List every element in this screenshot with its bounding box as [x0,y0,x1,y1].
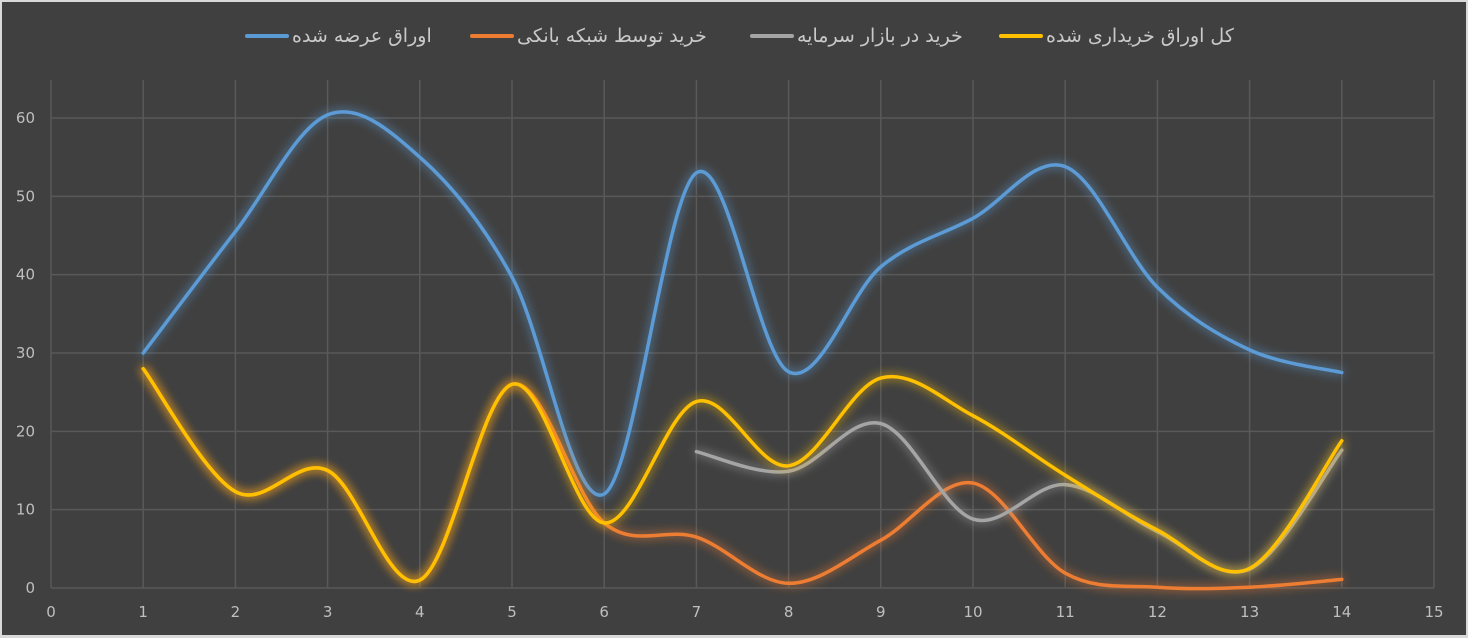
y-tick-label: 0 [25,579,35,597]
x-tick-label: 6 [599,603,609,621]
legend-label: کل اوراق خریداری شده [1046,25,1234,47]
legend-label: خرید در بازار سرمایه [797,25,963,47]
legend-item-total-purchased[interactable]: کل اوراق خریداری شده [999,21,1234,51]
x-tick-label: 8 [784,603,794,621]
series-bank-line [141,366,1344,591]
x-tick-label: 13 [1240,603,1259,621]
x-tick-label: 4 [415,603,425,621]
x-tick-label: 12 [1148,603,1167,621]
series-offered-line [141,110,1344,497]
x-tick-label: 7 [692,603,702,621]
y-tick-label: 50 [16,187,35,205]
legend-label: اوراق عرضه شده [292,25,432,47]
x-tick-label: 14 [1332,603,1351,621]
x-tick-label: 3 [323,603,333,621]
y-tick-label: 60 [16,109,35,127]
x-tick-label: 5 [507,603,517,621]
legend-item-capital-market[interactable]: خرید در بازار سرمایه [750,21,963,51]
legend-swatch-yellow [999,34,1043,38]
series-total-line [141,366,1344,584]
x-tick-label: 9 [876,603,886,621]
x-tick-label: 1 [138,603,148,621]
gridlines [50,80,1435,589]
x-tick-label: 11 [1056,603,1075,621]
legend: اوراق عرضه شده خرید توسط شبکه بانکی خرید… [2,21,1468,51]
x-tick-label: 0 [46,603,56,621]
x-tick-label: 15 [1424,603,1443,621]
legend-swatch-gray [750,34,794,38]
legend-label: خرید توسط شبکه بانکی [517,25,707,47]
x-axis-labels: 0 1 2 3 4 5 6 7 8 9 10 11 12 13 14 15 [46,603,1443,621]
legend-item-bank[interactable]: خرید توسط شبکه بانکی [470,21,707,51]
y-tick-label: 20 [16,422,35,440]
series-lines [141,110,1344,591]
legend-swatch-orange [470,34,514,38]
legend-item-offered[interactable]: اوراق عرضه شده [245,21,432,51]
legend-swatch-blue [245,34,289,38]
y-tick-label: 30 [16,344,35,362]
y-tick-label: 10 [16,501,35,519]
y-axis-labels: 0 10 20 30 40 50 60 [16,109,35,597]
y-tick-label: 40 [16,266,35,284]
x-tick-label: 2 [231,603,241,621]
x-tick-label: 10 [963,603,982,621]
